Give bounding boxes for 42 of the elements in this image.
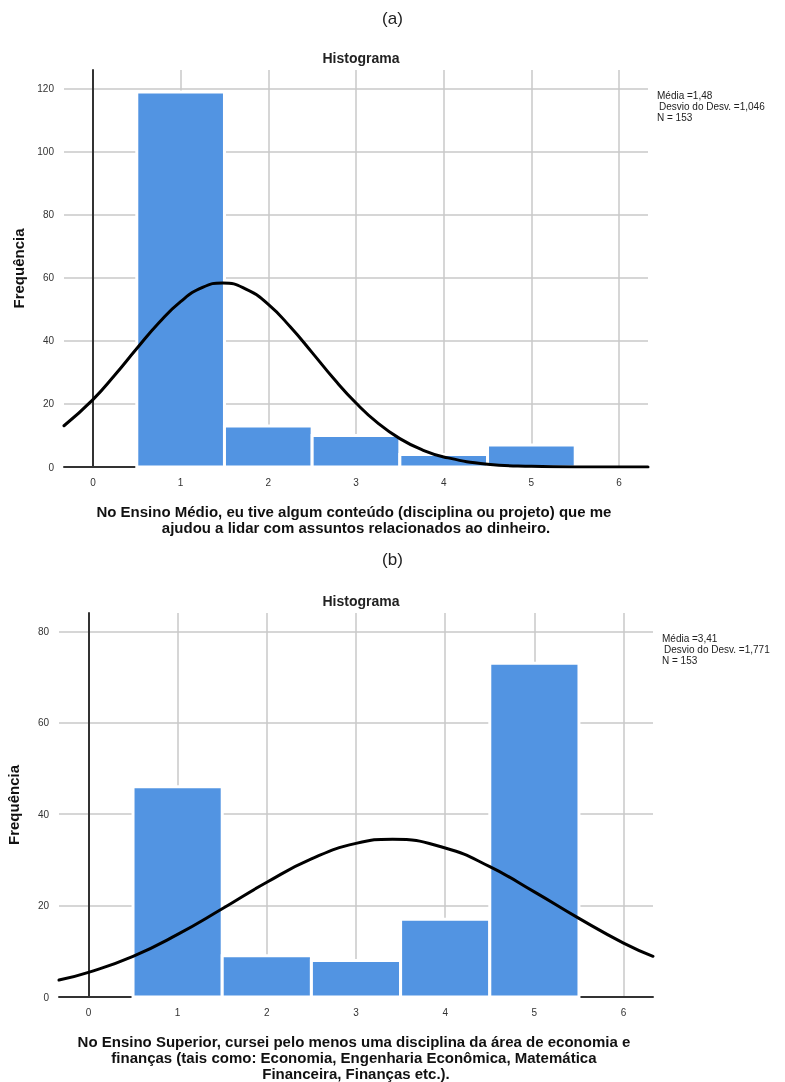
chart-title: Histograma (322, 50, 400, 66)
text: N = 153 (662, 654, 698, 666)
x-tick-label: 5 (531, 1006, 538, 1018)
y-tick-label: 0 (48, 461, 55, 473)
text: Média =1,48 (657, 89, 713, 101)
y-tick-label: 40 (42, 335, 55, 347)
x-axis-title: No Ensino Médio, eu tive algum conteúdo (disciplina ou projeto) que me ajudou a lidar com assuntos relacionados ao dinheiro. (96, 502, 616, 536)
x-tick-label: 3 (353, 476, 360, 488)
x-tick-label: 1 (174, 1006, 181, 1018)
x-tick-label: 5 (528, 476, 535, 488)
y-tick-label: 0 (43, 991, 50, 1003)
x-tick-label: 3 (353, 1006, 360, 1018)
y-tick-label: 80 (42, 209, 55, 221)
y-axis-title: Frequência (10, 227, 27, 309)
x-tick-label: 6 (620, 1006, 627, 1018)
x-tick-label: 1 (177, 476, 184, 488)
text: (b) (382, 550, 403, 569)
chart-title: Histograma (322, 593, 400, 609)
x-axis-title: No Ensino Superior, cursei pelo menos uma disciplina da área de economia e finanças (tais como: Economia, Engenharia Econômica, Matemática Financeira, Finanças etc.). (77, 1032, 635, 1082)
x-tick-label: 0 (90, 476, 97, 488)
y-tick-label: 60 (37, 717, 50, 729)
y-tick-label: 20 (42, 398, 55, 410)
y-tick-label: 60 (42, 272, 55, 284)
text: N = 153 (657, 111, 693, 123)
x-tick-label: 4 (440, 476, 447, 488)
x-tick-label: 2 (264, 1006, 271, 1018)
x-tick-label: 2 (265, 476, 272, 488)
y-tick-label: 40 (37, 808, 50, 820)
y-tick-label: 80 (37, 625, 50, 637)
line-series (57, 837, 655, 982)
y-tick-label: 100 (37, 146, 55, 158)
y-tick-label: 20 (37, 900, 50, 912)
y-tick-label: 120 (37, 83, 55, 95)
text: Desvio do Desv. =1,771 (664, 643, 771, 655)
text: (a) (382, 9, 403, 28)
y-axis-title: Frequência (5, 764, 22, 846)
text: Desvio do Desv. =1,046 (659, 100, 766, 112)
line-series (62, 281, 650, 469)
x-tick-label: 4 (442, 1006, 449, 1018)
text: Média =3,41 (662, 632, 718, 644)
x-tick-label: 0 (85, 1006, 92, 1018)
x-tick-label: 6 (616, 476, 623, 488)
